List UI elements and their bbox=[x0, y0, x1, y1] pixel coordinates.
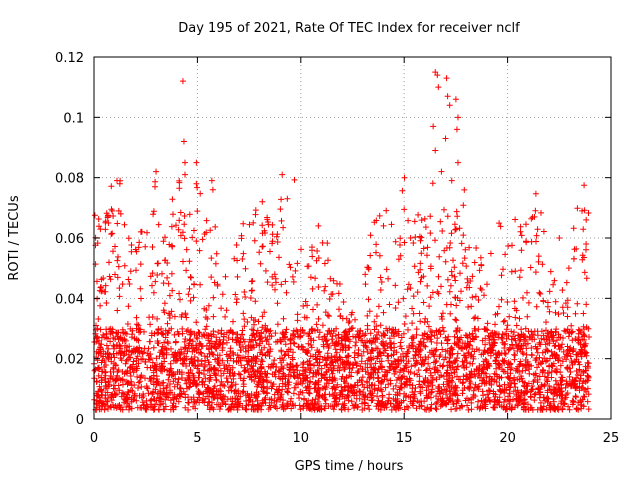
data-point bbox=[180, 138, 187, 145]
data-point bbox=[432, 69, 439, 76]
grid-lines bbox=[94, 57, 611, 419]
data-point bbox=[556, 235, 563, 241]
x-tick-label: 0 bbox=[90, 431, 98, 446]
data-point bbox=[438, 168, 445, 175]
x-tick-label: 20 bbox=[499, 431, 516, 446]
data-point bbox=[448, 177, 455, 184]
x-tick-label: 10 bbox=[293, 431, 310, 446]
chart-title: Day 195 of 2021, Rate Of TEC Index for r… bbox=[178, 21, 520, 36]
data-point bbox=[152, 183, 159, 190]
y-tick-label: 0 bbox=[76, 413, 84, 428]
data-point bbox=[181, 171, 188, 178]
data-point bbox=[115, 207, 122, 214]
y-tick-label: 0.02 bbox=[55, 353, 84, 368]
data-point bbox=[444, 93, 451, 100]
scatter-cloud bbox=[91, 174, 592, 413]
data-points bbox=[91, 69, 592, 413]
data-point bbox=[279, 171, 286, 178]
y-axis-label: ROTI / TECUs bbox=[7, 195, 22, 280]
data-point bbox=[181, 159, 188, 166]
y-tick-label: 0.12 bbox=[55, 51, 84, 66]
data-point bbox=[430, 123, 437, 130]
data-point bbox=[208, 177, 215, 184]
data-point bbox=[443, 75, 450, 82]
data-point bbox=[442, 135, 449, 142]
data-point bbox=[209, 186, 216, 193]
data-point bbox=[453, 126, 460, 133]
data-point bbox=[116, 180, 123, 187]
data-point bbox=[315, 222, 322, 229]
y-tick-label: 0.1 bbox=[63, 111, 84, 126]
data-point bbox=[193, 180, 200, 187]
y-tick-label: 0.04 bbox=[55, 292, 84, 307]
data-point bbox=[579, 207, 586, 214]
data-point bbox=[380, 222, 387, 229]
x-axis-label: GPS time / hours bbox=[295, 459, 404, 474]
data-point bbox=[434, 72, 441, 79]
data-point bbox=[446, 102, 453, 109]
x-tick-label: 25 bbox=[603, 431, 620, 446]
y-tick-label: 0.06 bbox=[55, 232, 84, 247]
data-point bbox=[284, 195, 291, 202]
data-point bbox=[454, 159, 461, 166]
data-point bbox=[193, 159, 200, 166]
data-point bbox=[531, 213, 538, 220]
data-point bbox=[153, 168, 160, 175]
data-point bbox=[250, 219, 257, 226]
x-tick-label: 5 bbox=[193, 431, 201, 446]
x-tick-label: 15 bbox=[396, 431, 413, 446]
y-tick-label: 0.08 bbox=[55, 172, 84, 187]
data-point bbox=[179, 78, 186, 85]
data-point bbox=[583, 216, 590, 223]
data-point bbox=[452, 96, 459, 103]
data-point bbox=[432, 147, 439, 154]
data-point bbox=[435, 84, 442, 91]
axis-ticks: 0 5 10 15 20 25 0 0.02 0.04 0.06 0.08 0.1 0.12 bbox=[55, 51, 619, 446]
data-point bbox=[454, 114, 461, 121]
